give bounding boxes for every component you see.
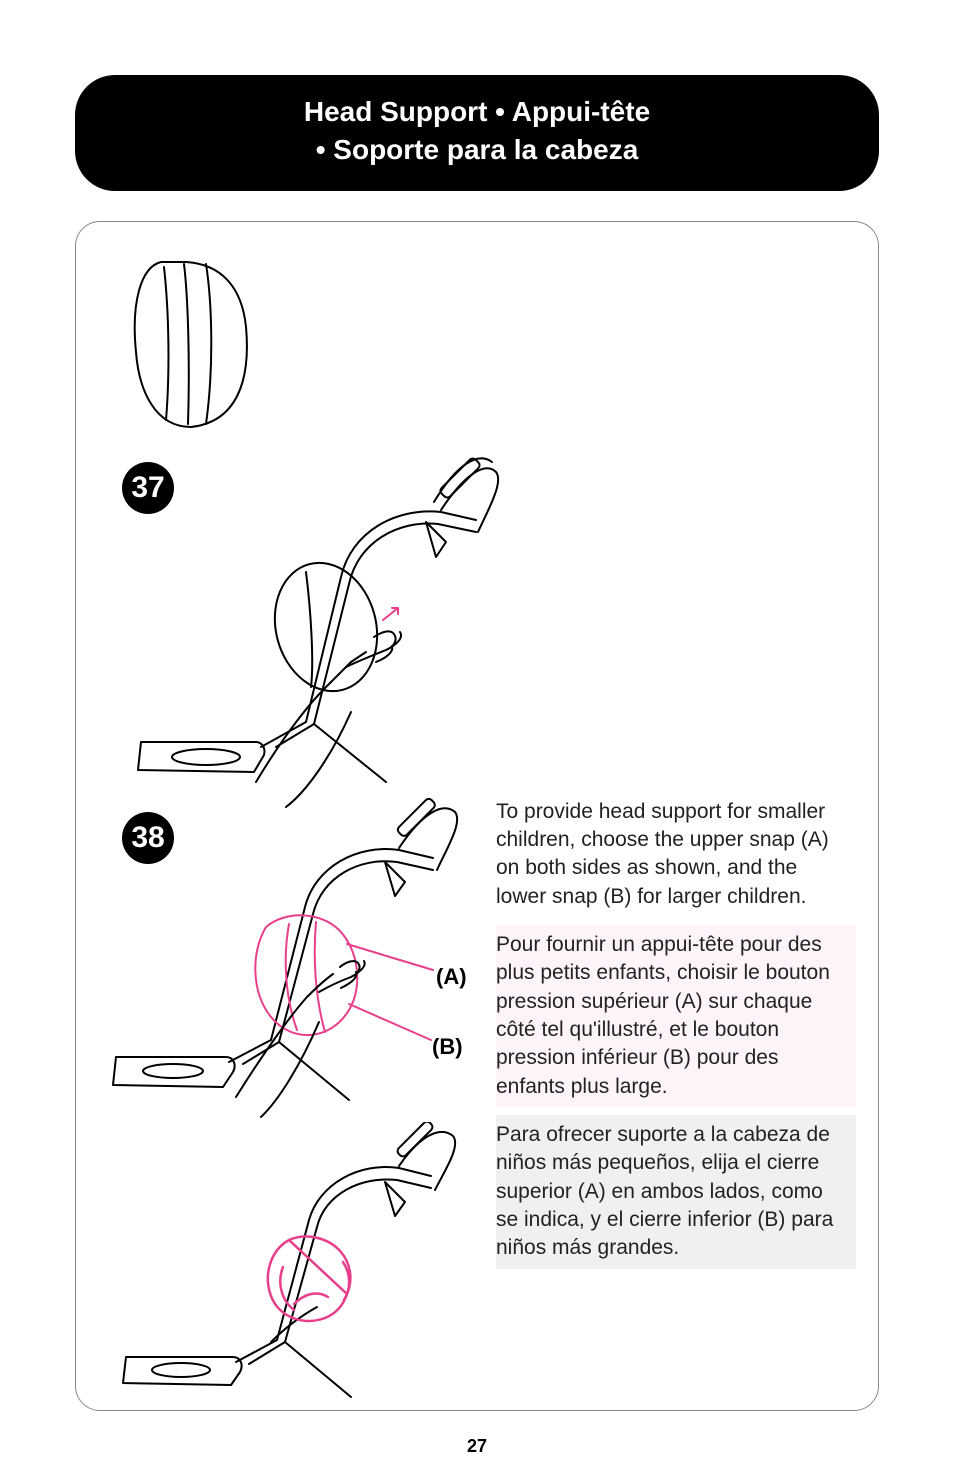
instruction-es: Para ofrecer suporte a la cabeza de niño… [496, 1115, 856, 1269]
instruction-fr: Pour fournir un appui-tête pour des plus… [496, 925, 856, 1107]
page-number: 27 [0, 1436, 954, 1457]
label-A: (A) [436, 964, 467, 990]
figure-38-stroller-icon [111, 782, 501, 1142]
title-line-1: Head Support • Appui-tête [115, 93, 839, 131]
figure-37-stroller-icon [136, 412, 526, 812]
title-line-2: • Soporte para la cabeza [115, 131, 839, 169]
content-frame: 37 38 [75, 221, 879, 1411]
figure-result-stroller-icon [121, 1122, 491, 1411]
instruction-en: To provide head support for smaller chil… [496, 792, 856, 917]
label-B: (B) [432, 1034, 463, 1060]
section-title-bar: Head Support • Appui-tête • Soporte para… [75, 75, 879, 191]
instruction-text-column: To provide head support for smaller chil… [496, 792, 856, 1277]
